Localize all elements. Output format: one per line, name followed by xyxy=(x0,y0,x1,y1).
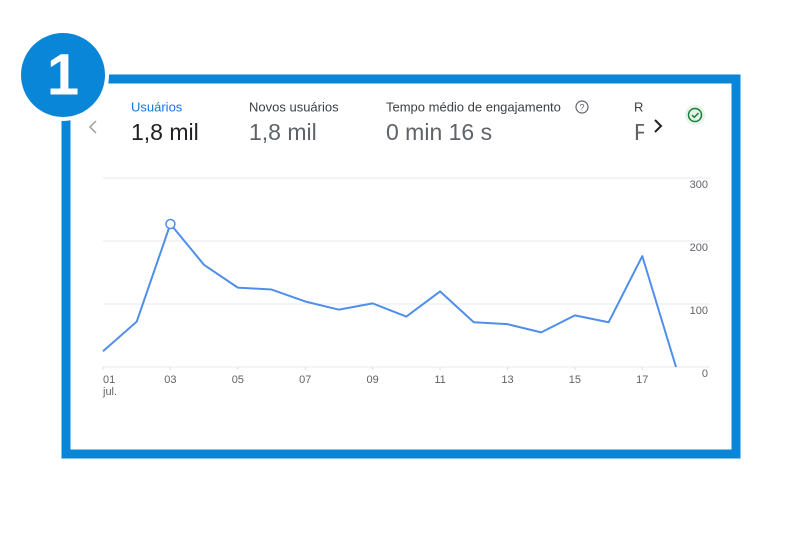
help-icon-glyph: ? xyxy=(579,102,584,112)
x-tick-label: 15 xyxy=(569,374,581,386)
x-tick-label: 13 xyxy=(501,374,513,386)
series-line xyxy=(102,222,677,368)
status-check xyxy=(691,112,700,119)
tab-value: 1,8 mil xyxy=(131,119,199,145)
next-bg xyxy=(644,104,670,148)
plot: 0 100 200 300 01 03 05 07 09 11 13 15 17 jul. xyxy=(102,177,710,398)
frame xyxy=(61,74,741,459)
highlight-point xyxy=(165,218,176,230)
x-tick-label: 03 xyxy=(164,374,176,386)
x-tick-label: 09 xyxy=(367,374,379,386)
x-tick-label: 11 xyxy=(434,374,445,386)
tab-value: 1,8 mil xyxy=(249,119,317,145)
help-icon[interactable] xyxy=(575,100,589,114)
status-ring xyxy=(687,107,703,123)
x-tick-label: 05 xyxy=(232,374,244,386)
prev-arrow[interactable] xyxy=(88,120,97,134)
x-tick-label: 01 xyxy=(103,374,115,386)
tab-label[interactable]: Tempo médio de engajamento xyxy=(386,99,561,114)
y-tick-label: 300 xyxy=(690,179,708,191)
badge-number: 1 xyxy=(47,42,79,107)
tab-value: 0 min 16 s xyxy=(386,119,492,145)
badge xyxy=(17,29,109,121)
y-tick-label: 0 xyxy=(702,368,708,380)
tab-label[interactable]: R xyxy=(634,99,643,114)
x-tick-label: 17 xyxy=(636,374,648,386)
y-tick-label: 200 xyxy=(690,242,708,254)
tab-label[interactable]: Usuários xyxy=(131,99,183,114)
next-arrow[interactable] xyxy=(654,119,663,133)
tab-label[interactable]: Novos usuários xyxy=(249,99,339,114)
y-tick-label: 100 xyxy=(690,305,708,317)
x-tick-label: 07 xyxy=(299,374,311,386)
x-sublabel: jul. xyxy=(102,386,117,398)
